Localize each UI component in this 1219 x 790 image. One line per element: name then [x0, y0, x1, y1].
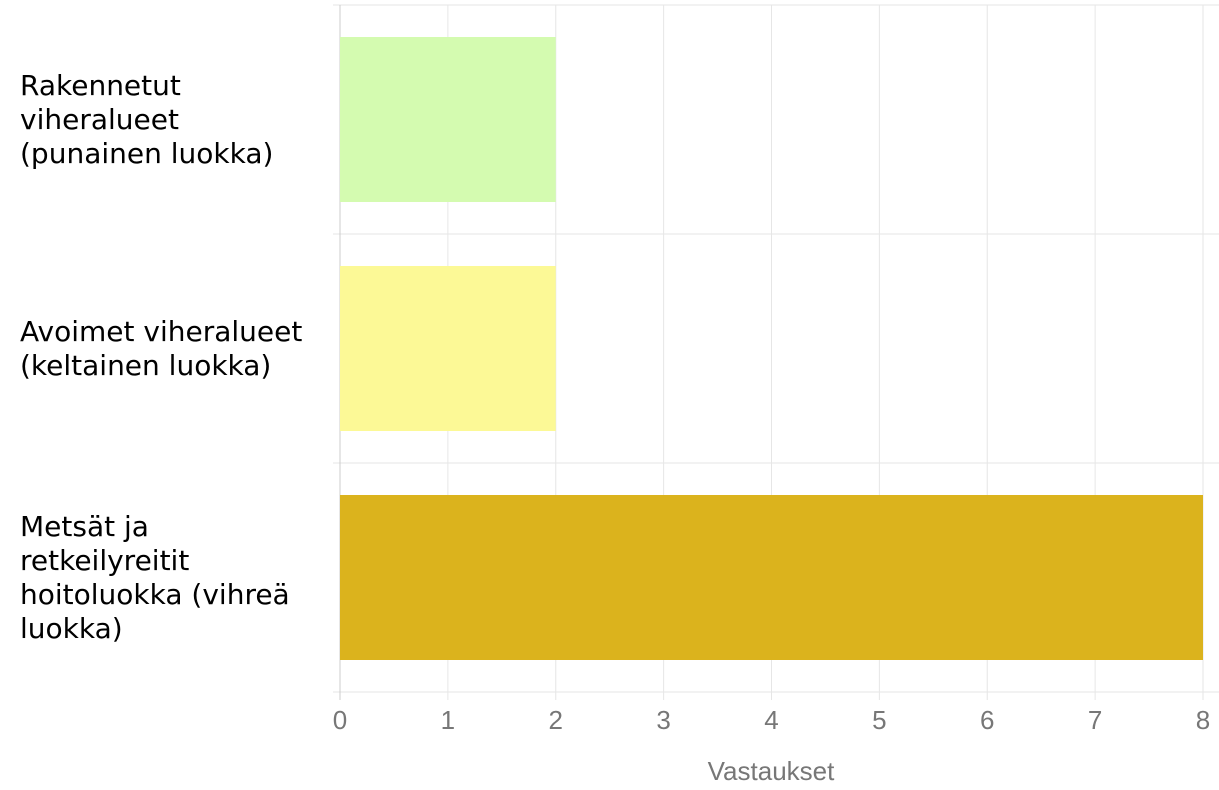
x-tick-label: 8: [1196, 705, 1210, 735]
bar: [340, 266, 556, 431]
x-tick-label: 0: [333, 705, 347, 735]
y-tick-label: Avoimet viheralueet (keltainen luokka): [20, 314, 303, 382]
x-tick-label: 6: [980, 705, 994, 735]
y-tick-label: Metsät ja retkeilyreitit hoitoluokka (vi…: [20, 509, 290, 645]
x-tick-label: 5: [872, 705, 886, 735]
x-axis-label: Vastaukset: [708, 756, 835, 786]
x-tick-label: 7: [1088, 705, 1102, 735]
x-tick-label: 4: [764, 705, 778, 735]
x-tick-label: 2: [549, 705, 563, 735]
bar: [340, 37, 556, 202]
x-tick-label: 1: [441, 705, 455, 735]
y-tick-label: Rakennetut viheralueet (punainen luokka): [20, 68, 274, 170]
x-tick-label: 3: [656, 705, 670, 735]
bar: [340, 495, 1203, 660]
